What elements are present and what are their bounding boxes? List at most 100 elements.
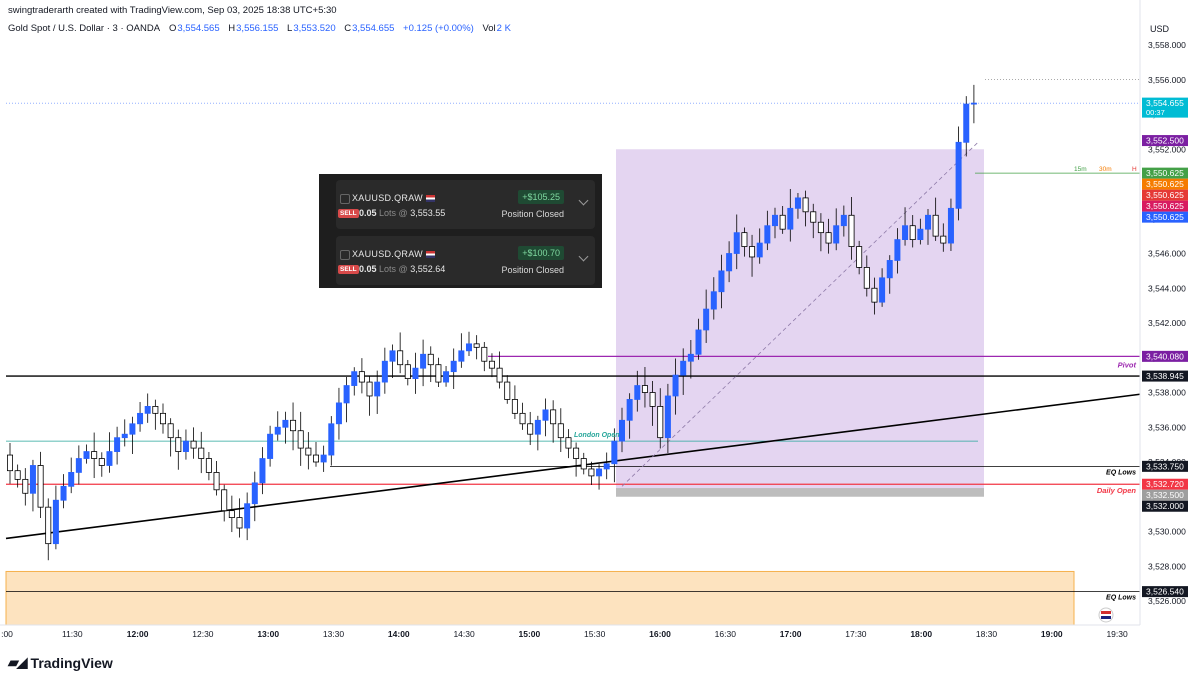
price-tag-label: 3,532.720 <box>1146 479 1184 489</box>
candle-down <box>856 246 863 268</box>
tradingview-logo[interactable]: ▰◢ TradingView <box>8 654 113 671</box>
candle-up <box>703 308 710 331</box>
candle-up <box>672 374 679 397</box>
y-tick-label: 3,546.000 <box>1148 249 1186 259</box>
price-tag <box>1142 189 1188 201</box>
candle-up <box>764 225 771 244</box>
candle-down <box>205 458 212 473</box>
candle-down <box>297 430 304 449</box>
position-status: Position Closed <box>501 265 564 275</box>
candle-up <box>343 385 350 404</box>
price-tag-label: 3,550.625 <box>1146 201 1184 211</box>
price-tag <box>1142 478 1188 490</box>
candle-down <box>649 392 656 407</box>
candle-up <box>970 102 977 105</box>
london-open-label: London Open <box>574 432 620 439</box>
position-pnl: +$105.25 <box>518 190 564 204</box>
candle-up <box>381 360 388 383</box>
candle-down <box>519 412 526 425</box>
candle-up <box>443 371 450 383</box>
position-checkbox[interactable] <box>340 194 350 204</box>
x-tick-label: 15:00 <box>519 629 541 639</box>
candle-up <box>726 253 733 272</box>
candle-down <box>190 440 197 449</box>
price-tag <box>1142 178 1188 190</box>
symbol-name[interactable]: Gold Spot / U.S. Dollar · 3 · OANDA <box>8 23 161 34</box>
pivot-label: Pivot <box>1118 360 1137 369</box>
candle-up <box>840 214 847 227</box>
price-tag <box>1142 489 1188 501</box>
y-tick-label: 3,542.000 <box>1148 318 1186 328</box>
candle-down <box>481 346 488 362</box>
candle-up <box>756 242 763 258</box>
y-tick-label: 3,544.000 <box>1148 283 1186 293</box>
candle-up <box>772 214 779 227</box>
candle-up <box>458 350 465 362</box>
candle-down <box>366 381 373 397</box>
candle-down <box>557 423 564 439</box>
position-card[interactable]: XAUUSD.QRAW +$100.70 SELL 0.05 Lots @ 3,… <box>336 236 595 285</box>
eq-lows-label: EQ Lows <box>1106 469 1136 476</box>
us-flag-icon <box>1101 616 1111 619</box>
x-tick-label: 14:30 <box>453 629 475 639</box>
candle-up <box>244 503 251 529</box>
candle-up <box>917 228 924 241</box>
daily-open-label: Daily Open <box>1097 486 1137 495</box>
trendline <box>5 393 1141 540</box>
x-tick-label: 15:30 <box>584 629 606 639</box>
price-tag-label: 3,532.500 <box>1146 490 1184 500</box>
candle-up <box>335 402 342 425</box>
price-tag-label: 3,550.625 <box>1146 179 1184 189</box>
price-tag-label: 3,532.000 <box>1146 501 1184 511</box>
candle-down <box>741 232 748 247</box>
candle-up <box>687 353 694 362</box>
y-tick-label: 3,552.000 <box>1148 144 1186 154</box>
price-tag <box>1142 167 1188 179</box>
x-tick-label: 11:30 <box>62 629 83 639</box>
candle-up <box>182 440 189 452</box>
close-label: C <box>344 23 352 34</box>
x-tick-label: 12:00 <box>127 629 149 639</box>
position-checkbox[interactable] <box>340 250 350 260</box>
candle-up <box>603 463 610 470</box>
candle-down <box>573 447 580 459</box>
candle-down <box>802 197 809 213</box>
x-tick-label: 18:00 <box>910 629 932 639</box>
candle-down <box>473 343 480 348</box>
position-status: Position Closed <box>501 209 564 219</box>
candle-up <box>879 277 886 303</box>
candle-down <box>427 353 434 366</box>
y-tick-label: 3,556.000 <box>1148 75 1186 85</box>
price-tag-label: 3,554.655 <box>1146 98 1184 108</box>
candle-up <box>695 329 702 355</box>
candle-down <box>98 458 105 466</box>
candle-down <box>580 458 587 470</box>
candle-down <box>749 246 756 258</box>
candle-down <box>167 423 174 439</box>
price-tag <box>1142 500 1188 512</box>
candle-down <box>221 489 228 512</box>
candle-up <box>259 458 266 484</box>
chevron-down-icon[interactable] <box>578 251 589 262</box>
x-tick-label: 14:00 <box>388 629 410 639</box>
sell-badge: SELL <box>338 209 359 218</box>
change-value: +0.125 (+0.00%) <box>403 23 474 34</box>
price-tag <box>1142 200 1188 212</box>
candle-up <box>320 454 327 463</box>
candle-down <box>810 211 817 223</box>
position-card[interactable]: XAUUSD.QRAW +$105.25 SELL 0.05 Lots @ 3,… <box>336 180 595 229</box>
candle-up <box>886 260 893 279</box>
price-tag-label: 3,533.750 <box>1146 461 1184 471</box>
candle-down <box>488 360 495 369</box>
logo-text: TradingView <box>30 654 113 671</box>
candle-up <box>374 381 381 397</box>
candle-up <box>902 225 909 240</box>
candle-up <box>619 419 626 442</box>
chevron-down-icon[interactable] <box>578 195 589 206</box>
candle-down <box>236 517 243 529</box>
price-tag-label: 3,550.625 <box>1146 212 1184 222</box>
candle-up <box>963 103 970 143</box>
candle-up <box>106 451 113 466</box>
candle-up <box>137 412 144 425</box>
